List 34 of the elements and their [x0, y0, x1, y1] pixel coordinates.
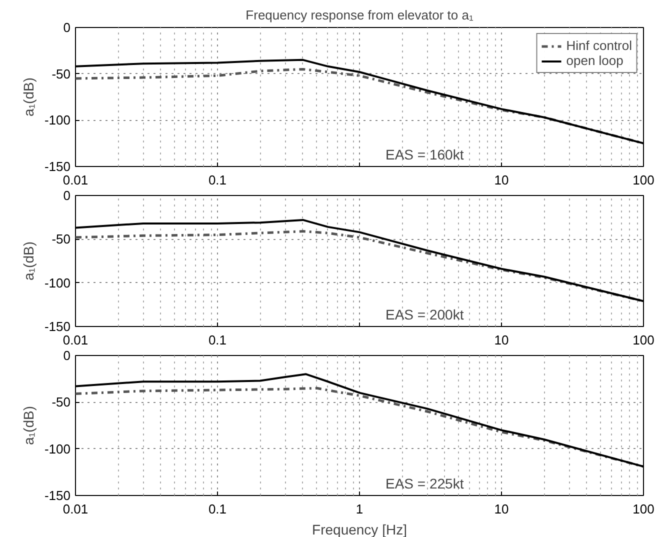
x-tick-label: 0.01	[62, 172, 88, 188]
x-tick-label: 100	[632, 172, 654, 188]
y-tick-label: 0	[63, 188, 71, 203]
y-tick-label: -100	[44, 112, 71, 128]
x-tick-label: 0.1	[208, 502, 227, 516]
x-tick-label: 1	[356, 502, 364, 516]
y-tick-label: -100	[44, 275, 71, 290]
x-tick-label: 100	[632, 502, 654, 516]
x-tick-label: 0.1	[208, 172, 227, 188]
x-tick-label: 100	[632, 332, 654, 348]
x-tick-label: 0.01	[62, 332, 88, 348]
y-tick-label: 0	[63, 348, 71, 363]
chart-title: Frequency response from elevator to a₁	[246, 8, 474, 22]
y-tick-label: -150	[44, 319, 71, 334]
x-tick-label: 0.1	[208, 332, 227, 348]
y-axis-title: a₁(dB)	[20, 242, 36, 280]
x-tick-label: 10	[494, 332, 509, 348]
x-tick-label: 10	[494, 172, 509, 188]
y-tick-label: -50	[52, 394, 71, 410]
annotation: EAS = 160kt	[386, 146, 464, 162]
annotation: EAS = 225kt	[386, 476, 464, 492]
y-tick-label: -100	[44, 441, 71, 456]
y-tick-label: -150	[44, 159, 71, 174]
y-axis-title: a₁(dB)	[20, 406, 36, 445]
y-axis-title: a₁(dB)	[20, 78, 36, 116]
x-tick-label: 10	[494, 502, 509, 516]
y-tick-label: -50	[52, 232, 71, 247]
y-tick-label: 0	[63, 20, 71, 35]
legend-label: open loop	[566, 53, 624, 68]
annotation: EAS = 200kt	[386, 306, 464, 322]
legend-label: Hinf control	[566, 38, 632, 53]
y-tick-label: -150	[44, 488, 71, 503]
y-tick-label: -50	[52, 66, 71, 82]
x-tick-label: 0.01	[62, 502, 88, 516]
